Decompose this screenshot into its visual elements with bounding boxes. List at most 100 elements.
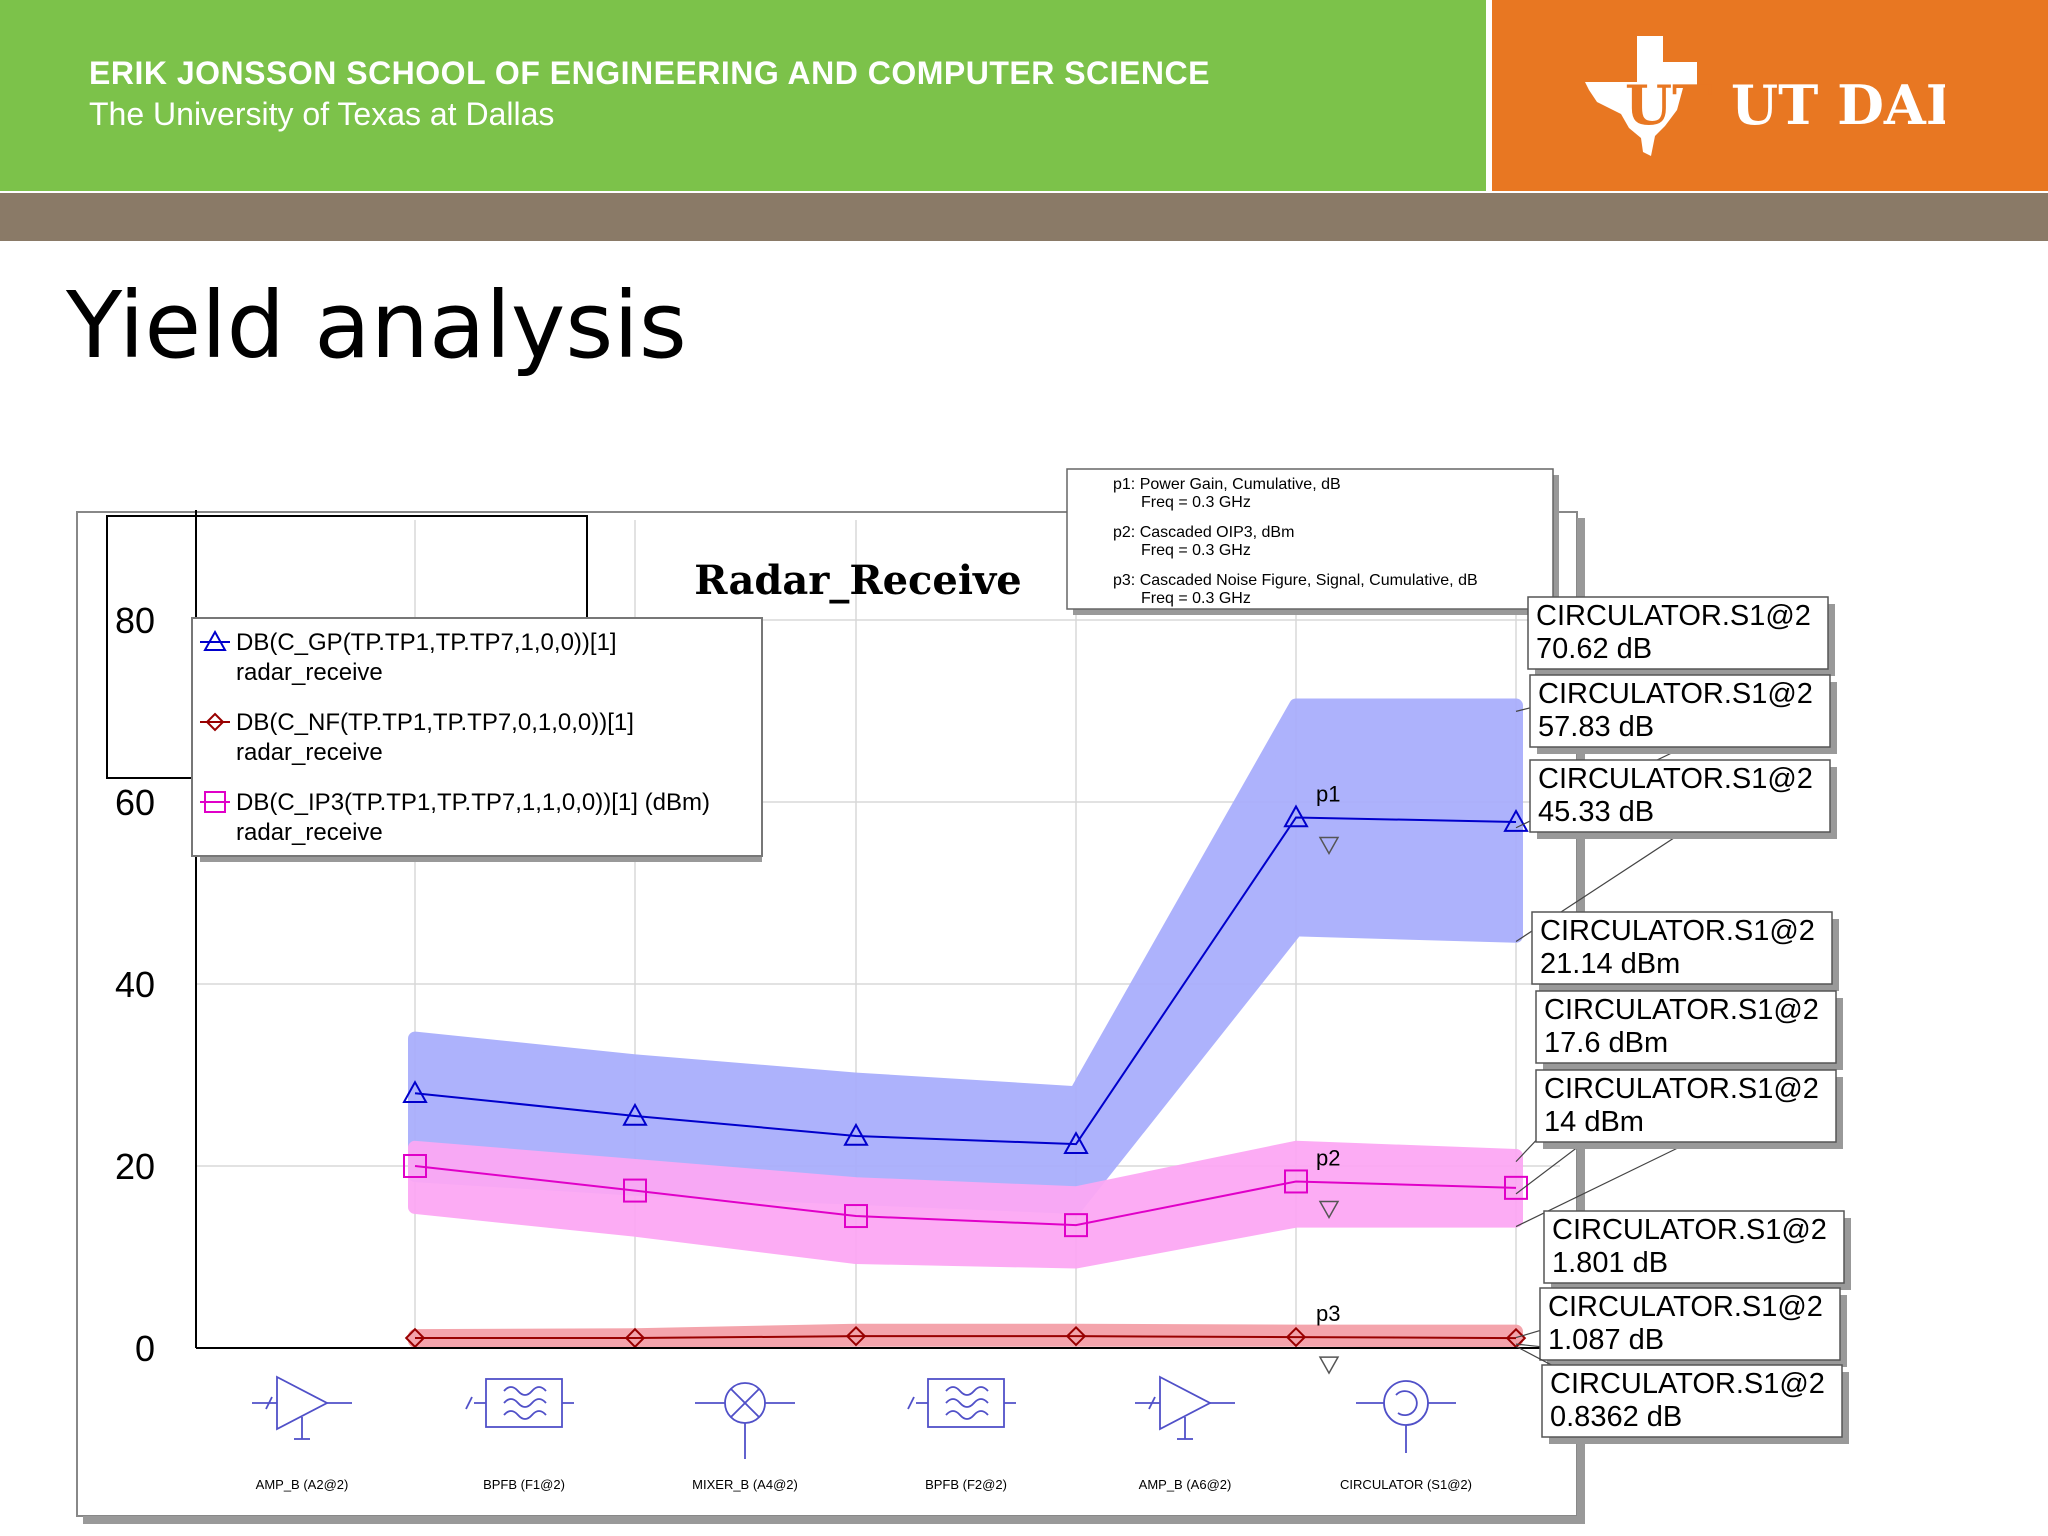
school-name: ERIK JONSSON SCHOOL OF ENGINEERING AND C… xyxy=(89,55,1210,91)
marker-square xyxy=(1504,1175,1528,1200)
marker-triangle xyxy=(843,1122,869,1146)
university-name: The University of Texas at Dallas xyxy=(89,96,555,132)
series-line-diamond xyxy=(415,1335,1517,1340)
chart-title: Radar_Receive xyxy=(694,557,1021,604)
legend: DB(C_GP(TP.TP1,TP.TP7,1,0,0))[1] radar_re… xyxy=(191,617,763,862)
utd-logo: UT UT DALLAS xyxy=(1585,36,1945,156)
marker-info-box: p1: Power Gain, Cumulative, dB Freq = 0.… xyxy=(1066,468,1559,615)
annotation-box xyxy=(1541,1364,1843,1438)
annotation-name: CIRCULATOR.S1@2 xyxy=(1538,763,1813,795)
marker-diamond xyxy=(404,1327,426,1349)
marker-diamond xyxy=(845,1325,867,1347)
category-label: BPFB (F2@2) xyxy=(925,1477,1007,1492)
marker-square xyxy=(623,1178,647,1203)
legend-series-name: DB(C_IP3(TP.TP1,TP.TP7,1,1,0,0))[1] (dBm… xyxy=(236,789,710,816)
y-tick-label: 40 xyxy=(115,964,155,1005)
slide-title: Yield analysis xyxy=(66,272,687,379)
marker-p3-freq: Freq = 0.3 GHz xyxy=(1141,590,1251,607)
marker-triangle xyxy=(402,1080,428,1103)
category-label: AMP_B (A6@2) xyxy=(1139,1477,1232,1492)
svg-text:UT: UT xyxy=(1625,73,1712,137)
marker-pointer xyxy=(1318,836,1340,855)
marker-square xyxy=(844,1204,868,1229)
band-square xyxy=(408,1140,1523,1269)
annotation-name: CIRCULATOR.S1@2 xyxy=(1544,1073,1819,1105)
marker-pointer xyxy=(1318,1356,1340,1375)
filter-symbol-icon xyxy=(465,1378,574,1428)
header-orange-band xyxy=(1492,0,2048,191)
y-tick-label: 0 xyxy=(135,1328,155,1369)
annotation-box xyxy=(1531,911,1833,985)
legend-series-sub: radar_receive xyxy=(236,739,383,766)
annotation-value: 17.6 dBm xyxy=(1544,1027,1668,1059)
annotation-value: 1.087 dB xyxy=(1548,1324,1664,1356)
annotation-name: CIRCULATOR.S1@2 xyxy=(1550,1368,1825,1400)
annotation-box xyxy=(1527,596,1829,670)
header-stripe xyxy=(0,193,2048,241)
y-tick-label: 20 xyxy=(115,1146,155,1187)
annotation-box xyxy=(1529,759,1831,833)
category-label: MIXER_B (A4@2) xyxy=(692,1477,798,1492)
marker-p2-desc: p2: Cascaded OIP3, dBm xyxy=(1113,524,1294,541)
mixer-symbol-icon xyxy=(695,1382,795,1459)
annotation-box xyxy=(1535,990,1837,1064)
annotation-value: 21.14 dBm xyxy=(1540,948,1680,980)
marker-triangle xyxy=(1283,804,1309,828)
annotation-box xyxy=(1543,1210,1845,1284)
annotation-name: CIRCULATOR.S1@2 xyxy=(1552,1214,1827,1246)
marker-label-p1: p1 xyxy=(1316,781,1340,806)
end-annotations: CIRCULATOR.S1@270.62 dBCIRCULATOR.S1@257… xyxy=(1515,596,1851,1444)
annotation-box xyxy=(1529,674,1831,748)
series-markers xyxy=(402,804,1529,1349)
category-label: BPFB (F1@2) xyxy=(483,1477,565,1492)
amplifier-symbol-icon xyxy=(1135,1375,1235,1440)
filter-symbol-icon xyxy=(907,1378,1016,1428)
annotation-name: CIRCULATOR.S1@2 xyxy=(1540,915,1815,947)
marker-pointer xyxy=(1318,1200,1340,1219)
annotation-value: 0.8362 dB xyxy=(1550,1401,1682,1433)
annotation-box xyxy=(1539,1287,1841,1361)
legend-series-name: DB(C_GP(TP.TP1,TP.TP7,1,0,0))[1] xyxy=(236,629,617,656)
marker-label-p2: p2 xyxy=(1316,1145,1340,1170)
legend-series-name: DB(C_NF(TP.TP1,TP.TP7,0,1,0,0))[1] xyxy=(236,709,634,736)
marker-square xyxy=(1064,1213,1088,1238)
category-label: AMP_B (A2@2) xyxy=(256,1477,349,1492)
marker-diamond xyxy=(1285,1326,1307,1348)
header-green-band xyxy=(0,0,1486,191)
marker-triangle xyxy=(1503,808,1529,832)
marker-p1-desc: p1: Power Gain, Cumulative, dB xyxy=(1113,476,1341,493)
legend-series-sub: radar_receive xyxy=(236,819,383,846)
series-line-triangle xyxy=(414,816,1517,1146)
series-lines xyxy=(414,816,1517,1340)
svg-text:UT DALLAS: UT DALLAS xyxy=(1731,73,1945,137)
series-line-square xyxy=(414,1165,1517,1227)
marker-label-p3: p3 xyxy=(1316,1301,1340,1326)
annotation-box xyxy=(1535,1069,1837,1143)
marker-p2-freq: Freq = 0.3 GHz xyxy=(1141,542,1251,559)
marker-p3-desc: p3: Cascaded Noise Figure, Signal, Cumul… xyxy=(1113,572,1478,589)
y-tick-label: 80 xyxy=(115,600,155,641)
marker-square xyxy=(204,791,226,813)
circulator-symbol-icon xyxy=(1356,1380,1456,1453)
marker-square xyxy=(1284,1169,1308,1194)
amplifier-symbol-icon xyxy=(252,1375,352,1440)
y-tick-label: 60 xyxy=(115,782,155,823)
marker-square xyxy=(403,1154,427,1178)
marker-triangle xyxy=(1063,1131,1089,1154)
marker-p1-freq: Freq = 0.3 GHz xyxy=(1141,494,1251,511)
marker-triangle xyxy=(622,1102,648,1126)
annotation-name: CIRCULATOR.S1@2 xyxy=(1538,678,1813,710)
annotation-value: 57.83 dB xyxy=(1538,711,1654,743)
annotation-value: 70.62 dB xyxy=(1536,633,1652,665)
marker-labels: p1 p2 p3 xyxy=(1316,781,1340,1375)
legend-series-sub: radar_receive xyxy=(236,659,383,686)
schematic-icons xyxy=(252,1375,1456,1459)
marker-diamond xyxy=(1065,1325,1087,1347)
category-labels: AMP_B (A2@2) BPFB (F1@2) MIXER_B (A4@2) BPF… xyxy=(256,1477,1472,1492)
annotation-value: 14 dBm xyxy=(1544,1106,1644,1138)
annotation-name: CIRCULATOR.S1@2 xyxy=(1536,600,1811,632)
annotation-value: 1.801 dB xyxy=(1552,1247,1668,1279)
marker-diamond xyxy=(624,1327,646,1349)
marker-triangle xyxy=(203,629,227,651)
